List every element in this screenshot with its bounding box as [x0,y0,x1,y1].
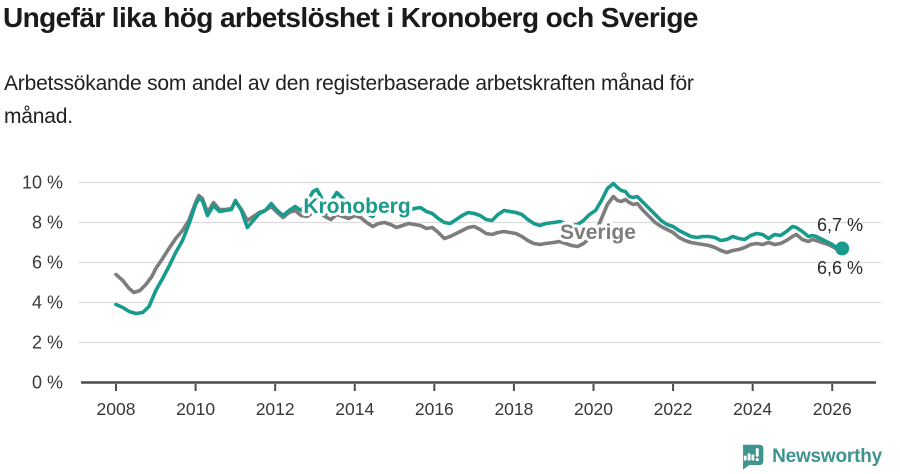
x-tick-label: 2016 [415,399,454,419]
y-tick-label: 8 % [32,213,63,233]
chart-subtitle-line1: Arbetssökande som andel av den registerb… [4,72,694,95]
x-tick-label: 2018 [494,399,533,419]
x-tick-label: 2022 [654,399,693,419]
x-tick-label: 2008 [97,399,136,419]
series-label-kronoberg: Kronoberg [303,195,410,218]
newsworthy-wordmark: Newsworthy [772,445,882,467]
chart-subtitle: Arbetssökande som andel av den registerb… [4,68,864,133]
x-tick-label: 2012 [256,399,295,419]
end-value-label-kronoberg: 6,7 % [817,215,863,235]
y-tick-label: 2 % [32,333,63,353]
x-tick-label: 2024 [733,399,772,419]
chart-title: Ungefär lika hög arbetslöshet i Kronober… [3,2,698,33]
series-label-sverige: Sverige [560,221,636,244]
x-tick-label: 2026 [813,399,852,419]
newsworthy-logo[interactable]: Newsworthy [738,443,882,470]
x-tick-label: 2010 [176,399,215,419]
x-tick-label: 2020 [574,399,613,419]
newsworthy-icon [743,444,764,470]
y-tick-label: 6 % [32,253,63,273]
end-value-label-sverige: 6,6 % [817,258,863,278]
kronoberg-end-dot [835,241,850,256]
kronoberg-line [114,181,845,316]
chart-subtitle-line2: månad. [4,104,73,128]
y-tick-label: 10 % [22,173,63,193]
x-tick-label: 2014 [335,399,374,419]
y-tick-label: 4 % [32,293,63,313]
y-tick-label: 0 % [32,373,63,393]
